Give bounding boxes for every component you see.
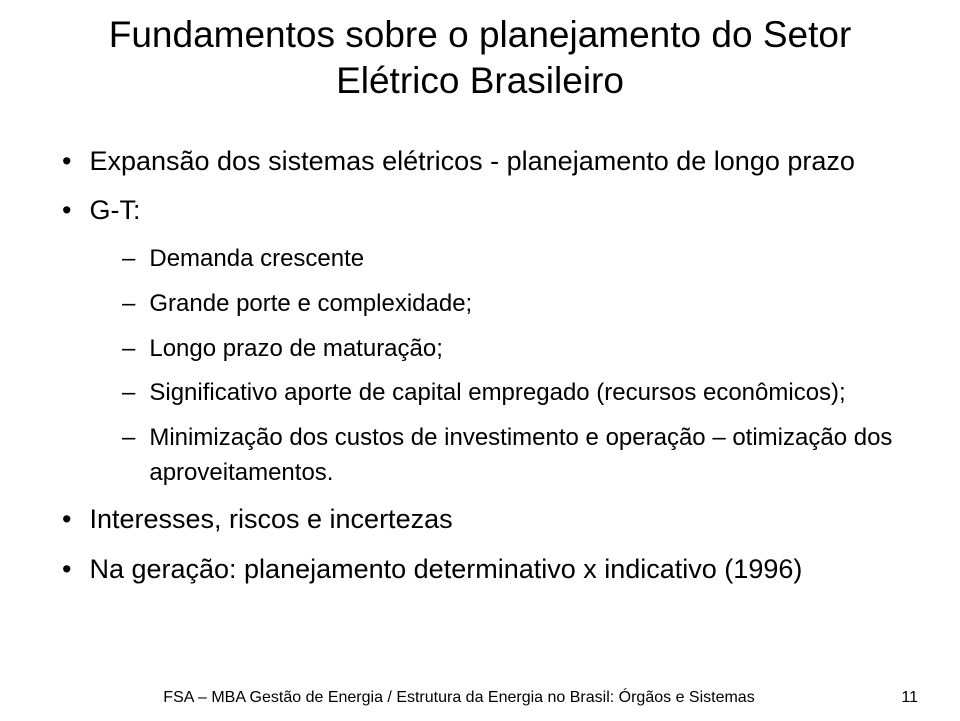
title-line-1: Fundamentos sobre o planejamento do Seto… xyxy=(109,14,852,55)
bullet-item: • G-T: xyxy=(62,192,920,230)
bullet-marker: • xyxy=(62,551,71,589)
sub-marker: – xyxy=(122,242,135,277)
sub-text: Longo prazo de maturação; xyxy=(149,332,443,367)
sub-item: – Minimização dos custos de investimento… xyxy=(122,421,920,491)
sub-item: – Significativo aporte de capital empreg… xyxy=(122,376,920,411)
sub-marker: – xyxy=(122,287,135,322)
sub-marker: – xyxy=(122,332,135,367)
sub-item: – Longo prazo de maturação; xyxy=(122,332,920,367)
bullet-text: Expansão dos sistemas elétricos - planej… xyxy=(89,143,854,181)
bullet-marker: • xyxy=(62,192,71,230)
bullet-marker: • xyxy=(62,501,71,539)
footer-text: FSA – MBA Gestão de Energia / Estrutura … xyxy=(0,689,918,707)
bullet-item: • Interesses, riscos e incertezas xyxy=(62,501,920,539)
bullet-item: • Na geração: planejamento determinativo… xyxy=(62,551,920,589)
sub-text: Significativo aporte de capital empregad… xyxy=(149,376,845,411)
title-line-2: Elétrico Brasileiro xyxy=(336,60,624,101)
sub-list: – Demanda crescente – Grande porte e com… xyxy=(62,242,920,491)
footer-page-number: 11 xyxy=(901,689,918,707)
slide-title: Fundamentos sobre o planejamento do Seto… xyxy=(40,12,920,105)
sub-marker: – xyxy=(122,421,135,456)
bullet-text: Na geração: planejamento determinativo x… xyxy=(89,551,802,589)
slide-footer: FSA – MBA Gestão de Energia / Estrutura … xyxy=(0,689,960,707)
sub-item: – Grande porte e complexidade; xyxy=(122,287,920,322)
sub-item: – Demanda crescente xyxy=(122,242,920,277)
bullet-text: G-T: xyxy=(89,192,140,230)
bullet-text: Interesses, riscos e incertezas xyxy=(89,501,452,539)
sub-text: Demanda crescente xyxy=(149,242,364,277)
bullet-item: • Expansão dos sistemas elétricos - plan… xyxy=(62,143,920,181)
sub-text: Minimização dos custos de investimento e… xyxy=(149,421,920,491)
slide-content: • Expansão dos sistemas elétricos - plan… xyxy=(40,143,920,589)
sub-text: Grande porte e complexidade; xyxy=(149,287,472,322)
sub-marker: – xyxy=(122,376,135,411)
bullet-marker: • xyxy=(62,143,71,181)
